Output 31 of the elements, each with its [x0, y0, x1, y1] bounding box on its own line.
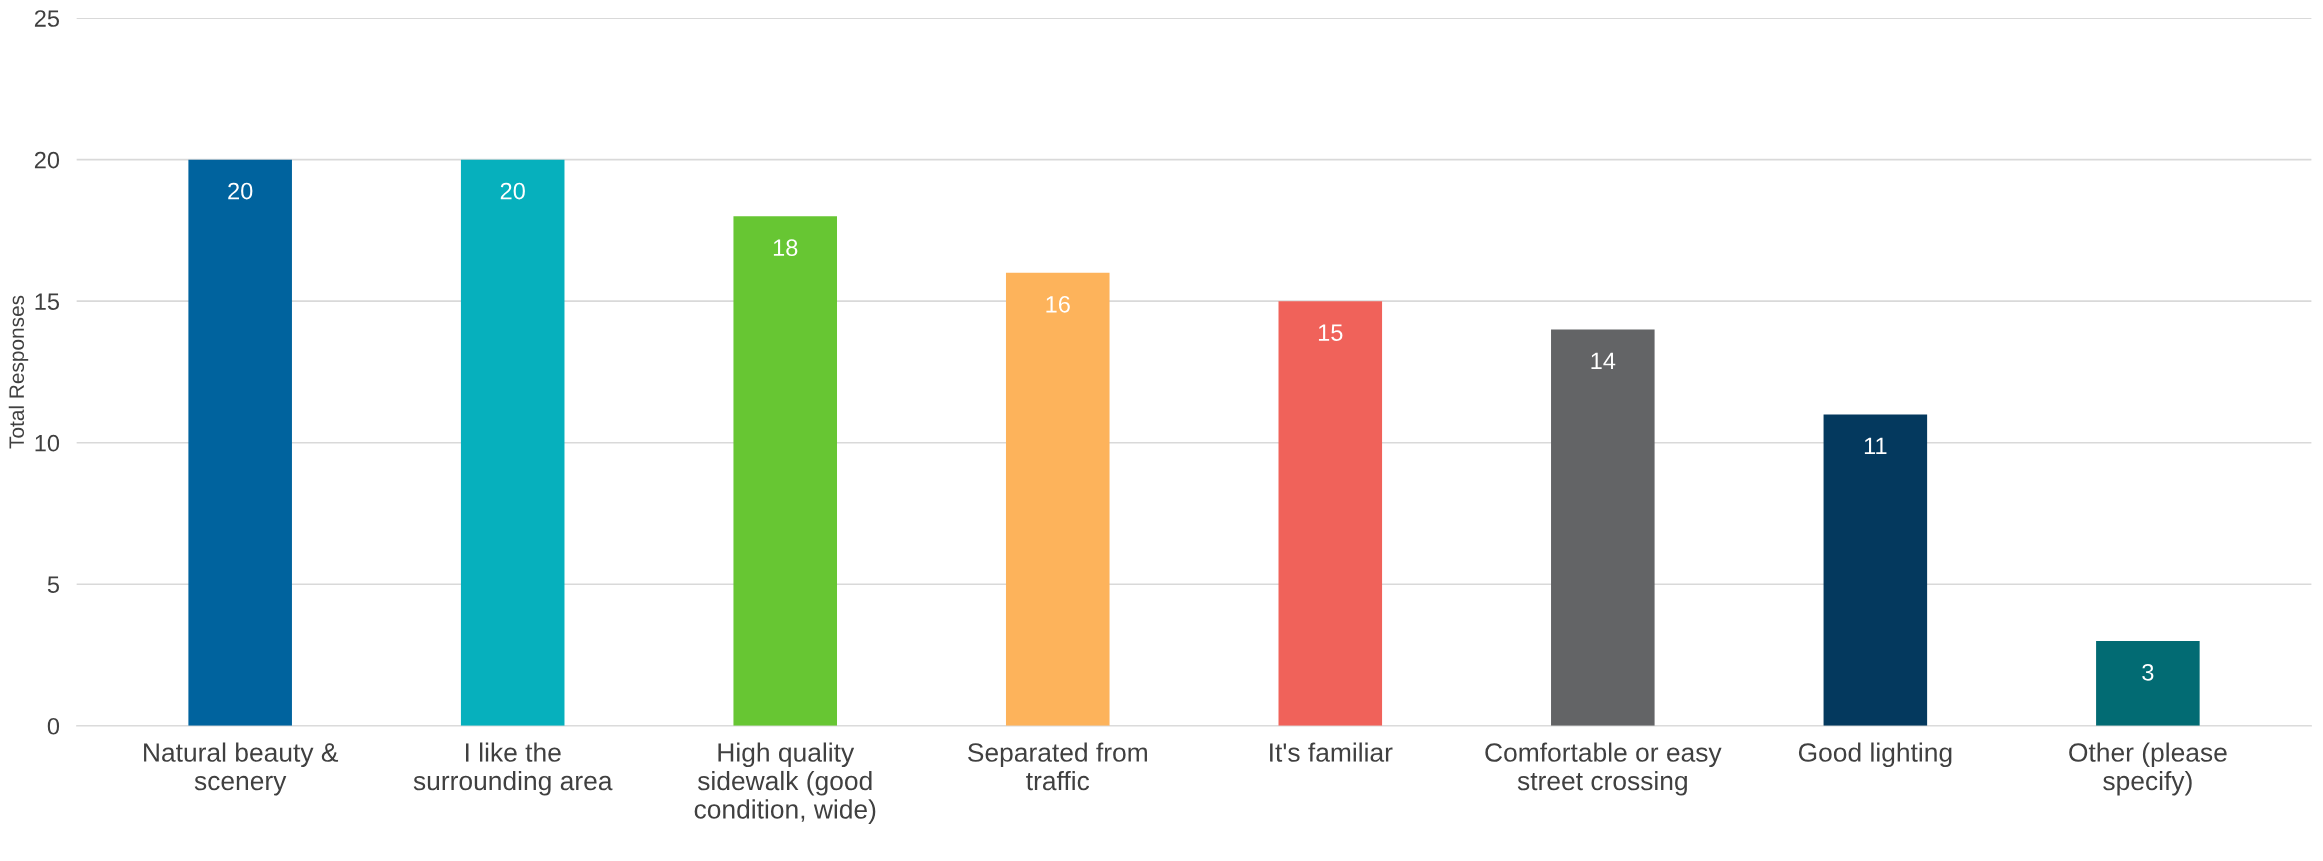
data-label: 11 [1864, 437, 1887, 454]
y-tick-label: 25 [34, 10, 60, 27]
x-tick-label: Comfortable or easy street crossing [1485, 742, 1722, 796]
x-tick-label: Natural beauty & scenery [144, 742, 339, 796]
y-tick-label: 20 [34, 151, 60, 169]
data-label: 14 [1591, 352, 1616, 370]
data-label: 18 [773, 239, 798, 257]
bar [1823, 414, 1928, 726]
bar [1005, 272, 1110, 726]
data-label: 20 [500, 182, 525, 200]
data-label: 16 [1046, 295, 1070, 313]
y-tick-label: 0 [47, 717, 60, 735]
data-label: 15 [1318, 324, 1343, 341]
bar [460, 159, 565, 726]
y-tick-label: 10 [35, 434, 60, 452]
data-label: 3 [2142, 663, 2154, 681]
bar [188, 159, 292, 726]
bar [733, 216, 838, 726]
x-tick-label: Separated from traffic [968, 742, 1147, 791]
bar [1551, 329, 1655, 726]
x-tick-label: Other (please specify) [2069, 742, 2227, 796]
y-axis-title: Total Responses [8, 295, 29, 449]
bar [1278, 301, 1383, 726]
x-tick-label: It's familiar [1270, 742, 1393, 762]
x-tick-label: I like the surrounding area [413, 742, 613, 796]
y-tick-label: 5 [47, 576, 59, 594]
data-label: 20 [228, 182, 253, 200]
y-tick-label: 15 [35, 293, 60, 310]
bar [2096, 640, 2200, 726]
x-tick-label: High quality sidewalk (good condition, wide) [694, 742, 876, 824]
x-tick-label: Good lighting [1798, 742, 1952, 768]
